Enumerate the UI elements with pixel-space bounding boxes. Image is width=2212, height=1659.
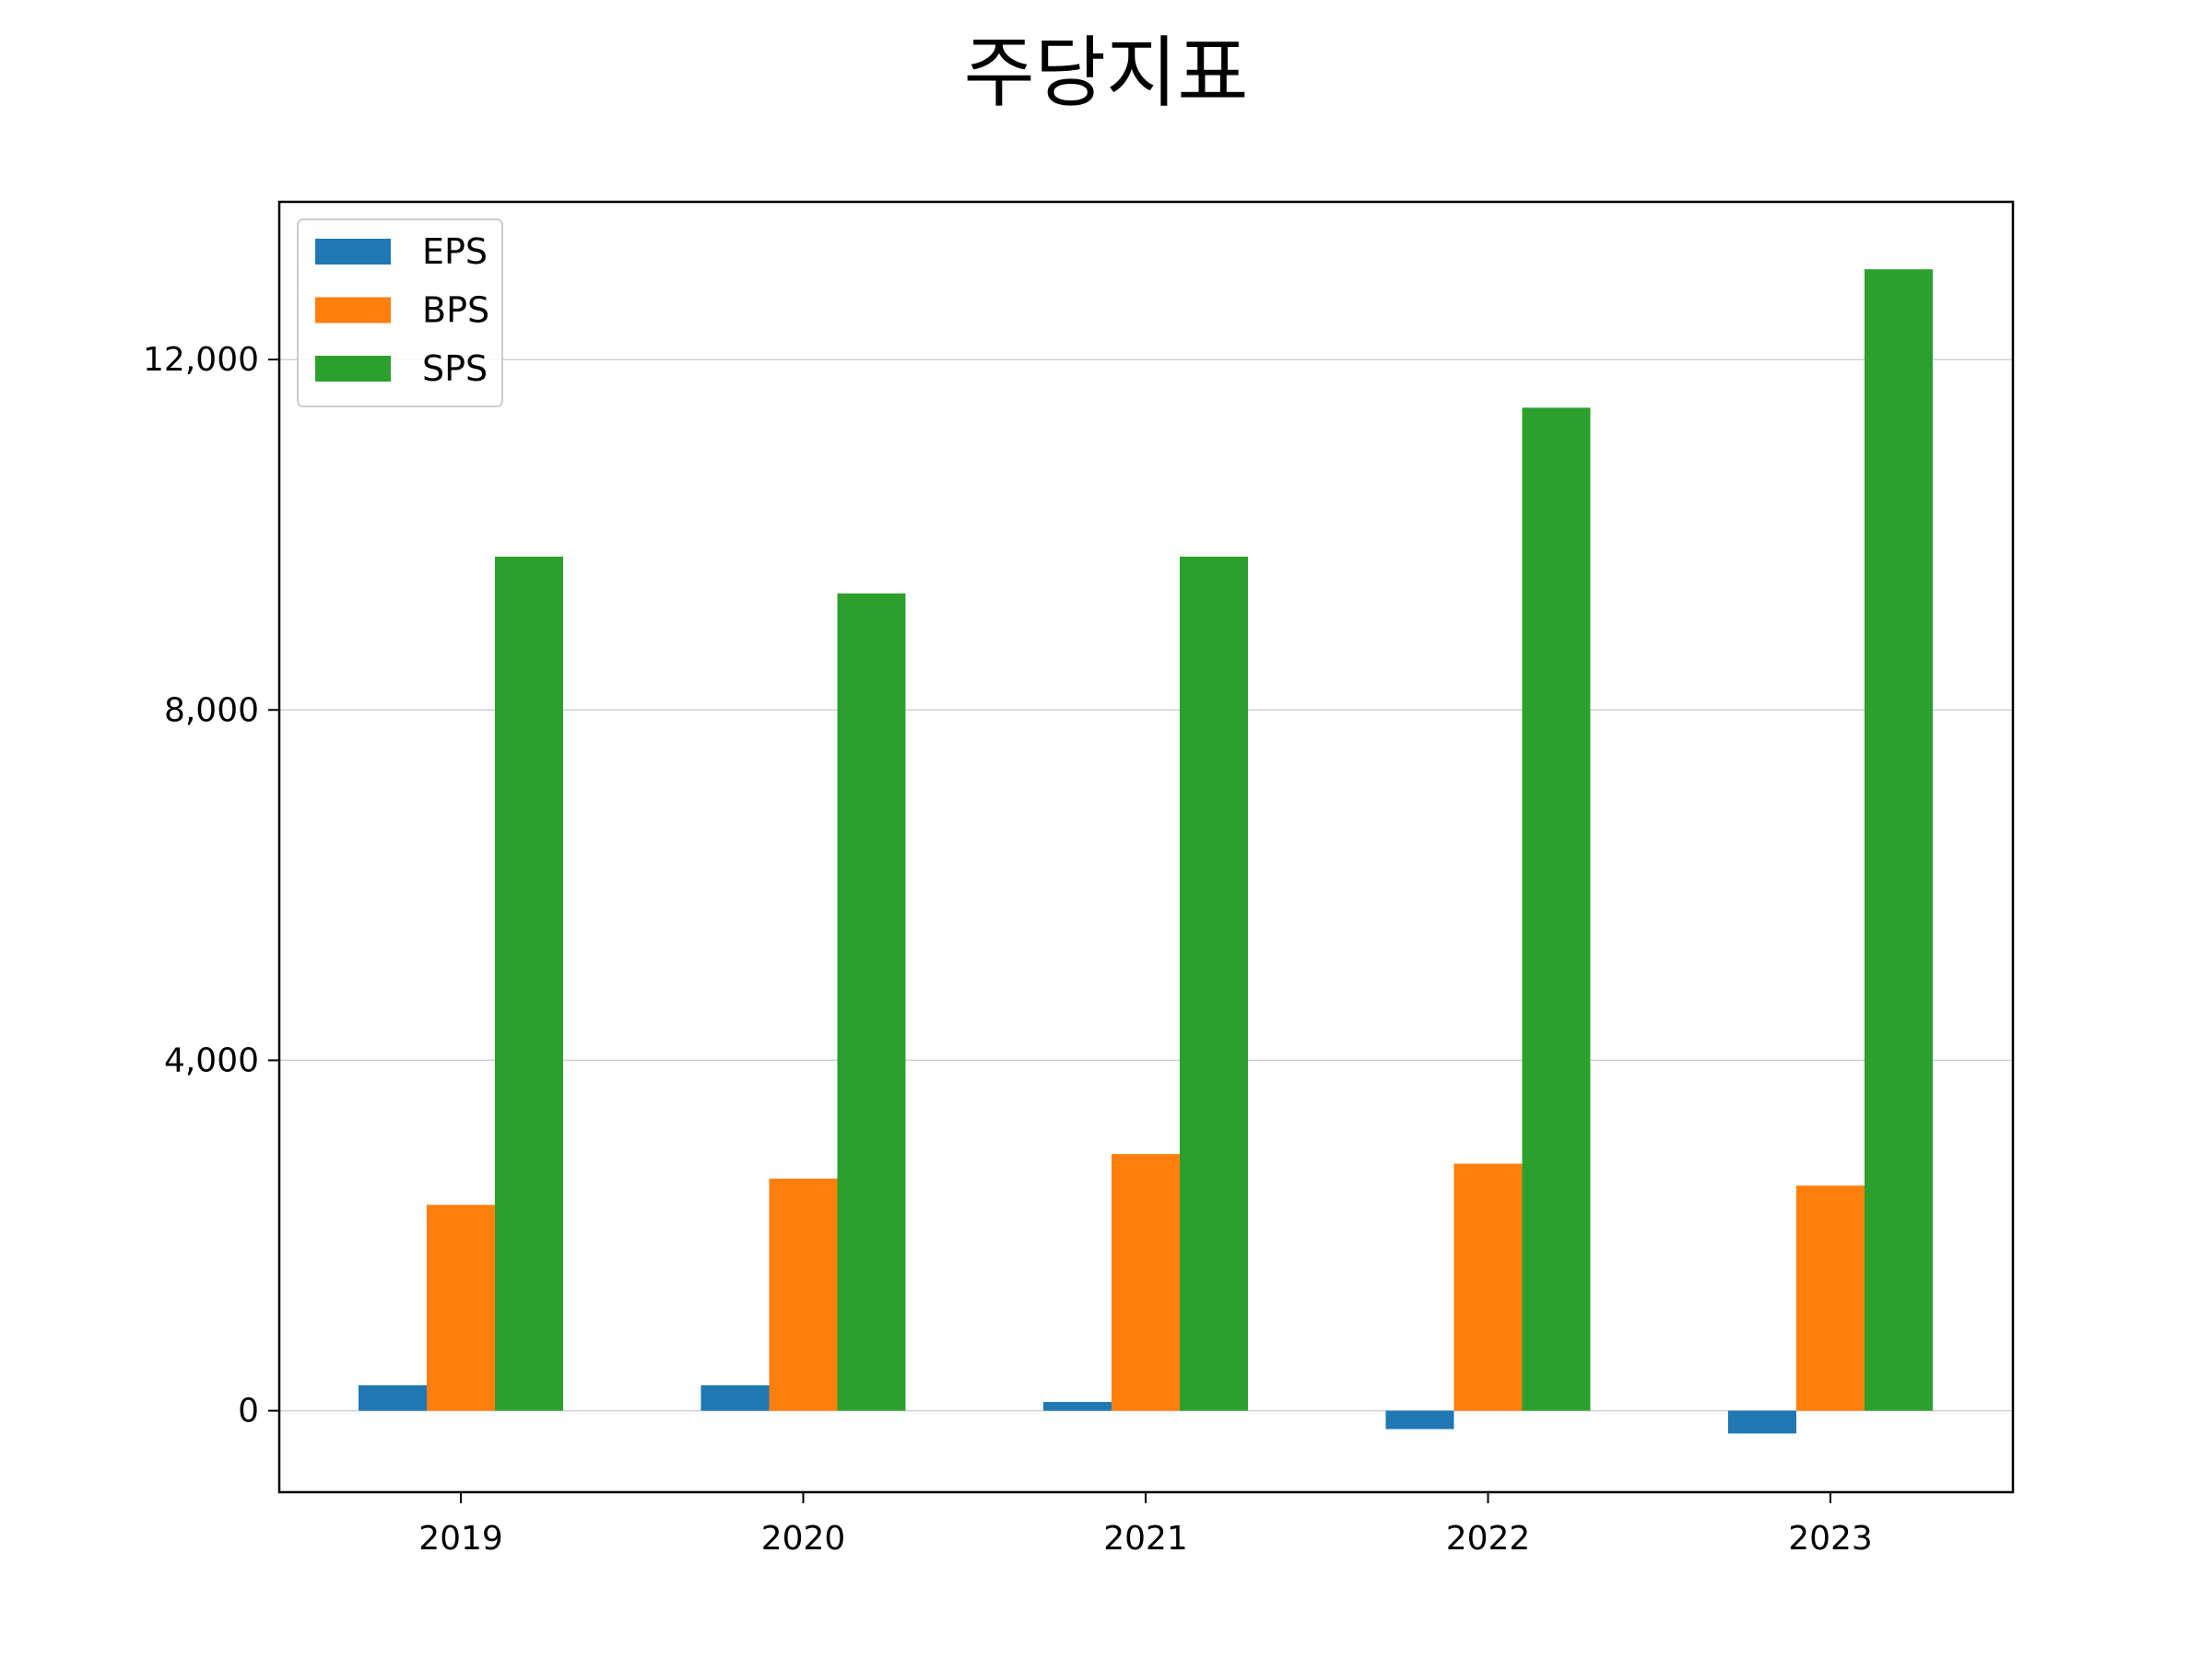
- gridlines: [279, 359, 2013, 1412]
- legend-swatch-bps: [315, 297, 391, 324]
- bar-sps-2022: [1522, 407, 1591, 1411]
- bar-bps-2022: [1453, 1163, 1523, 1411]
- bar-bps-2019: [427, 1205, 495, 1411]
- bar-eps-2023: [1728, 1410, 1796, 1434]
- chart-title: 주당지표: [963, 28, 1249, 118]
- legend-label-sps: SPS: [422, 348, 488, 389]
- y-axis: 0 4,000 8,000 12,000: [143, 341, 279, 1430]
- x-axis: 2019 2020 2021 2022 2023: [418, 1492, 1873, 1558]
- bar-bps-2021: [1112, 1154, 1180, 1411]
- legend-label-bps: BPS: [422, 290, 489, 331]
- bar-eps-2019: [359, 1385, 427, 1411]
- bar-sps-2021: [1180, 556, 1248, 1411]
- y-tick-label: 4,000: [164, 1041, 259, 1079]
- x-tick-label: 2021: [1103, 1520, 1188, 1558]
- bar-sps-2019: [495, 556, 563, 1411]
- bars: [359, 269, 1933, 1434]
- bar-eps-2021: [1043, 1402, 1112, 1411]
- legend-swatch-eps: [315, 239, 391, 265]
- x-tick-label: 2020: [761, 1520, 846, 1558]
- y-tick-label: 0: [238, 1393, 259, 1430]
- x-tick-label: 2022: [1446, 1520, 1531, 1558]
- legend-label-eps: EPS: [422, 231, 488, 272]
- bar-eps-2022: [1385, 1410, 1454, 1430]
- bar-sps-2023: [1865, 269, 1933, 1411]
- x-tick-label: 2019: [418, 1520, 503, 1558]
- x-tick-label: 2023: [1788, 1520, 1873, 1558]
- bar-bps-2023: [1796, 1185, 1865, 1411]
- y-tick-label: 12,000: [143, 341, 259, 379]
- bar-bps-2020: [769, 1178, 838, 1411]
- y-tick-label: 8,000: [164, 691, 259, 729]
- bar-eps-2020: [700, 1385, 770, 1411]
- legend: EPS BPS SPS: [297, 218, 503, 407]
- legend-swatch-sps: [315, 356, 391, 382]
- bar-sps-2020: [837, 593, 906, 1411]
